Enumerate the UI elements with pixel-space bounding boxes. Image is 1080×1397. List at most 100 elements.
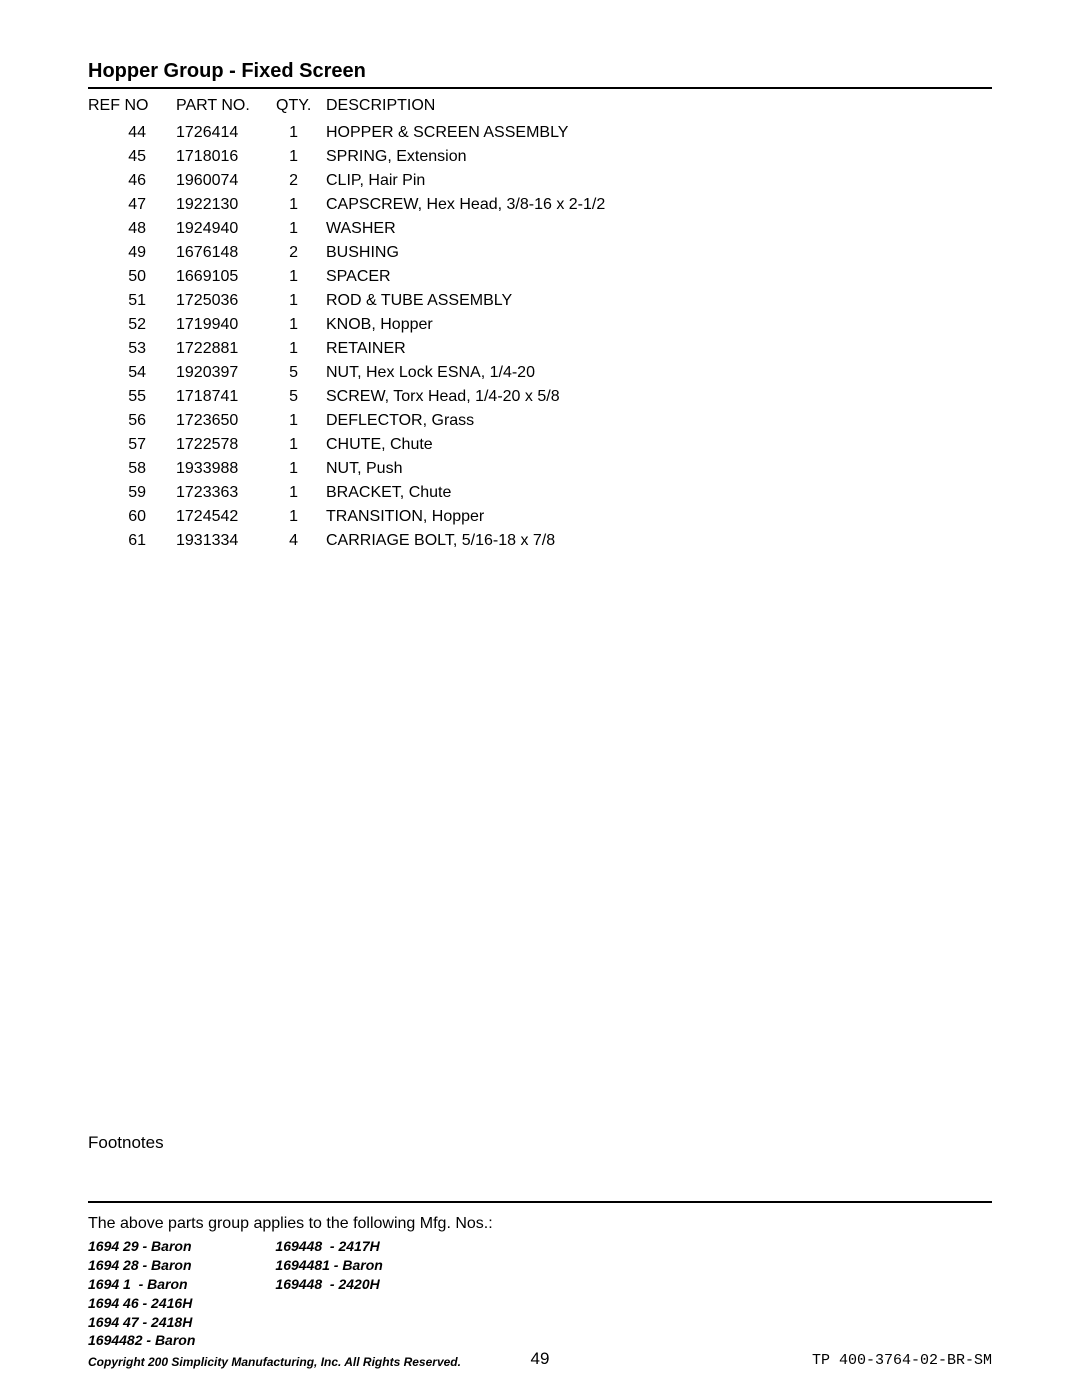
- table-row: 6119313344CARRIAGE BOLT, 5/16-18 x 7/8: [88, 529, 992, 553]
- cell-part: 1718741: [176, 385, 276, 409]
- table-row: 5016691051SPACER: [88, 265, 992, 289]
- table-row: 5317228811RETAINER: [88, 337, 992, 361]
- cell-desc: NUT, Push: [326, 457, 992, 481]
- table-row: 5517187415SCREW, Torx Head, 1/4-20 x 5/8: [88, 385, 992, 409]
- cell-ref: 60: [88, 505, 176, 529]
- cell-desc: SCREW, Torx Head, 1/4-20 x 5/8: [326, 385, 992, 409]
- mfg-columns: 1694 29 - Baron1694 28 - Baron1694 1 - B…: [88, 1237, 992, 1350]
- cell-ref: 45: [88, 145, 176, 169]
- cell-qty: 5: [276, 361, 326, 385]
- cell-desc: SPRING, Extension: [326, 145, 992, 169]
- table-row: 5917233631BRACKET, Chute: [88, 481, 992, 505]
- cell-qty: 1: [276, 265, 326, 289]
- table-header-row: REF NO PART NO. QTY. DESCRIPTION: [88, 95, 992, 121]
- cell-part: 1722881: [176, 337, 276, 361]
- copyright-text: Copyright 200 Simplicity Manufacturing, …: [88, 1355, 461, 1369]
- cell-desc: RETAINER: [326, 337, 992, 361]
- cell-ref: 59: [88, 481, 176, 505]
- cell-part: 1719940: [176, 313, 276, 337]
- header-ref: REF NO: [88, 95, 176, 121]
- footnotes-rule: [88, 1201, 992, 1203]
- section-title: Hopper Group - Fixed Screen: [88, 60, 992, 87]
- cell-qty: 1: [276, 481, 326, 505]
- table-row: 4916761482BUSHING: [88, 241, 992, 265]
- cell-qty: 1: [276, 313, 326, 337]
- table-row: 4517180161SPRING, Extension: [88, 145, 992, 169]
- mfg-col-left: 1694 29 - Baron1694 28 - Baron1694 1 - B…: [88, 1237, 195, 1350]
- title-rule: [88, 87, 992, 89]
- cell-part: 1722578: [176, 433, 276, 457]
- cell-desc: KNOB, Hopper: [326, 313, 992, 337]
- cell-ref: 55: [88, 385, 176, 409]
- table-row: 5717225781CHUTE, Chute: [88, 433, 992, 457]
- cell-part: 1726414: [176, 121, 276, 145]
- cell-ref: 49: [88, 241, 176, 265]
- cell-qty: 1: [276, 121, 326, 145]
- cell-part: 1723363: [176, 481, 276, 505]
- cell-desc: BUSHING: [326, 241, 992, 265]
- mfg-item: 1694 28 - Baron: [88, 1256, 195, 1275]
- cell-qty: 4: [276, 529, 326, 553]
- parts-table: REF NO PART NO. QTY. DESCRIPTION 4417264…: [88, 95, 992, 553]
- table-row: 4619600742CLIP, Hair Pin: [88, 169, 992, 193]
- header-qty: QTY.: [276, 95, 326, 121]
- cell-desc: WASHER: [326, 217, 992, 241]
- header-part: PART NO.: [176, 95, 276, 121]
- page-number: 49: [531, 1349, 550, 1369]
- mfg-item: 1694 47 - 2418H: [88, 1313, 195, 1332]
- cell-part: 1922130: [176, 193, 276, 217]
- cell-qty: 1: [276, 193, 326, 217]
- mfg-item: 1694 29 - Baron: [88, 1237, 195, 1256]
- cell-qty: 1: [276, 409, 326, 433]
- cell-desc: CARRIAGE BOLT, 5/16-18 x 7/8: [326, 529, 992, 553]
- cell-part: 1724542: [176, 505, 276, 529]
- cell-ref: 51: [88, 289, 176, 313]
- table-row: 5617236501DEFLECTOR, Grass: [88, 409, 992, 433]
- cell-ref: 57: [88, 433, 176, 457]
- cell-qty: 2: [276, 241, 326, 265]
- cell-desc: TRANSITION, Hopper: [326, 505, 992, 529]
- cell-desc: HOPPER & SCREEN ASSEMBLY: [326, 121, 992, 145]
- cell-desc: ROD & TUBE ASSEMBLY: [326, 289, 992, 313]
- footnotes-label: Footnotes: [88, 1133, 992, 1153]
- cell-qty: 5: [276, 385, 326, 409]
- cell-part: 1960074: [176, 169, 276, 193]
- table-row: 5419203975NUT, Hex Lock ESNA, 1/4-20: [88, 361, 992, 385]
- cell-ref: 48: [88, 217, 176, 241]
- table-row: 5217199401KNOB, Hopper: [88, 313, 992, 337]
- cell-ref: 54: [88, 361, 176, 385]
- mfg-item: 1694481 - Baron: [275, 1256, 382, 1275]
- table-row: 4417264141HOPPER & SCREEN ASSEMBLY: [88, 121, 992, 145]
- cell-ref: 50: [88, 265, 176, 289]
- cell-part: 1924940: [176, 217, 276, 241]
- cell-part: 1725036: [176, 289, 276, 313]
- mfg-item: 1694 1 - Baron: [88, 1275, 195, 1294]
- cell-part: 1931334: [176, 529, 276, 553]
- mfg-item: 169448 - 2420H: [275, 1275, 382, 1294]
- cell-part: 1723650: [176, 409, 276, 433]
- cell-qty: 1: [276, 505, 326, 529]
- page-footer: Copyright 200 Simplicity Manufacturing, …: [88, 1352, 992, 1369]
- cell-qty: 1: [276, 433, 326, 457]
- cell-qty: 2: [276, 169, 326, 193]
- cell-desc: SPACER: [326, 265, 992, 289]
- cell-ref: 61: [88, 529, 176, 553]
- applies-text: The above parts group applies to the fol…: [88, 1215, 992, 1233]
- cell-part: 1676148: [176, 241, 276, 265]
- mfg-item: 169448 - 2417H: [275, 1237, 382, 1256]
- cell-qty: 1: [276, 457, 326, 481]
- cell-desc: NUT, Hex Lock ESNA, 1/4-20: [326, 361, 992, 385]
- cell-ref: 52: [88, 313, 176, 337]
- document-id: TP 400-3764-02-BR-SM: [812, 1352, 992, 1369]
- cell-ref: 44: [88, 121, 176, 145]
- cell-ref: 47: [88, 193, 176, 217]
- mfg-item: 1694 46 - 2416H: [88, 1294, 195, 1313]
- table-row: 6017245421TRANSITION, Hopper: [88, 505, 992, 529]
- table-row: 5117250361ROD & TUBE ASSEMBLY: [88, 289, 992, 313]
- cell-desc: CHUTE, Chute: [326, 433, 992, 457]
- cell-ref: 46: [88, 169, 176, 193]
- table-row: 4719221301CAPSCREW, Hex Head, 3/8-16 x 2…: [88, 193, 992, 217]
- cell-part: 1669105: [176, 265, 276, 289]
- cell-part: 1920397: [176, 361, 276, 385]
- cell-desc: CAPSCREW, Hex Head, 3/8-16 x 2-1/2: [326, 193, 992, 217]
